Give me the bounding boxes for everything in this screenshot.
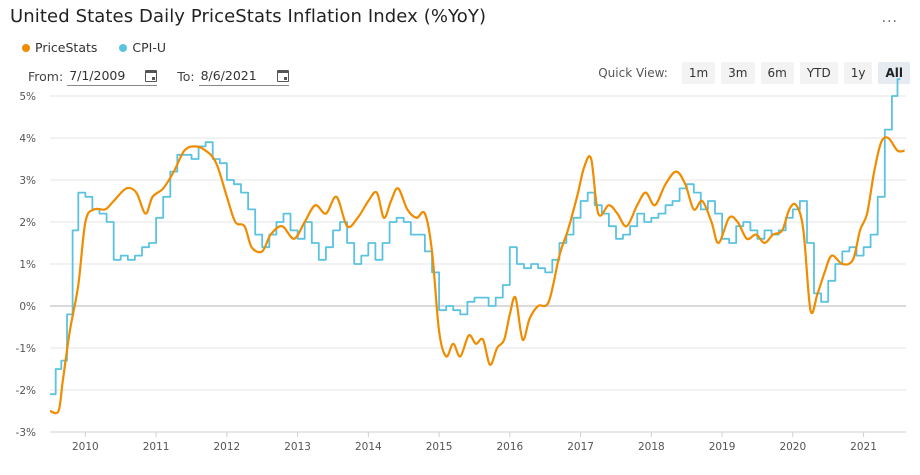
more-options-icon[interactable]: ...	[881, 10, 898, 26]
x-tick-label: 2019	[709, 441, 736, 453]
quick-view-all-button[interactable]: All	[878, 62, 910, 84]
x-tick-label: 2021	[850, 441, 877, 453]
from-label: From:	[28, 68, 64, 84]
to-date-field[interactable]: 8/6/2021	[198, 66, 289, 86]
y-tick-label: 3%	[19, 175, 36, 187]
to-label: To:	[177, 68, 195, 84]
x-tick-label: 2018	[638, 441, 665, 453]
y-tick-label: -1%	[16, 343, 36, 355]
y-tick-label: -2%	[16, 385, 36, 397]
y-tick-label: -3%	[16, 427, 36, 439]
chart-title: United States Daily PriceStats Inflation…	[10, 6, 487, 27]
quick-view-1y-button[interactable]: 1y	[843, 62, 873, 84]
to-date-value[interactable]: 8/6/2021	[200, 68, 257, 83]
legend: PriceStats CPI-U	[22, 40, 166, 55]
pricestats-dot-icon	[22, 43, 30, 52]
x-tick-label: 2010	[72, 441, 99, 453]
series-line-pricestats[interactable]	[49, 136, 905, 415]
quick-view: Quick View: 1m 3m 6m YTD 1y All	[598, 62, 910, 84]
calendar-icon[interactable]	[145, 69, 158, 82]
legend-label-pricestats: PriceStats	[35, 40, 98, 55]
calendar-icon[interactable]	[276, 69, 289, 82]
series-lines	[49, 78, 905, 415]
y-tick-label: 0%	[19, 301, 36, 313]
legend-item-pricestats[interactable]: PriceStats	[22, 40, 97, 55]
legend-label-cpiu: CPI-U	[132, 40, 167, 55]
x-tick-label: 2011	[143, 441, 170, 453]
y-tick-label: 1%	[19, 259, 36, 271]
quick-view-3m-button[interactable]: 3m	[721, 62, 755, 84]
x-tick-label: 2013	[284, 441, 311, 453]
date-range: From: 7/1/2009 To: 8/6/2021	[28, 66, 309, 86]
x-tick-label: 2020	[779, 441, 806, 453]
x-axis-ticks: 2010 2011 2012 2013 2014 2015 2016 2017 2018 2019…	[50, 431, 906, 453]
series-line-cpi-u[interactable]	[50, 78, 901, 396]
y-tick-label: 2%	[19, 217, 36, 229]
cpiu-dot-icon	[119, 43, 128, 52]
quick-view-label: Quick View:	[598, 66, 668, 80]
from-date-value[interactable]: 7/1/2009	[69, 68, 126, 83]
x-tick-label: 2014	[355, 441, 382, 453]
quick-view-ytd-button[interactable]: YTD	[799, 62, 838, 84]
x-tick-label: 2015	[426, 441, 453, 453]
from-date-field[interactable]: 7/1/2009	[67, 66, 158, 86]
y-tick-label: 5%	[19, 91, 36, 103]
y-tick-label: 4%	[19, 133, 36, 145]
quick-view-6m-button[interactable]: 6m	[760, 62, 794, 84]
x-tick-label: 2017	[567, 441, 594, 453]
x-tick-label: 2012	[213, 441, 240, 453]
quick-view-1m-button[interactable]: 1m	[681, 62, 716, 84]
x-tick-label: 2016	[496, 441, 523, 453]
gridlines	[50, 95, 906, 433]
legend-item-cpiu[interactable]: CPI-U	[119, 40, 166, 55]
y-axis-ticks: -3% -2% -1% 0% 1% 2% 3% 4% 5%	[16, 91, 36, 439]
